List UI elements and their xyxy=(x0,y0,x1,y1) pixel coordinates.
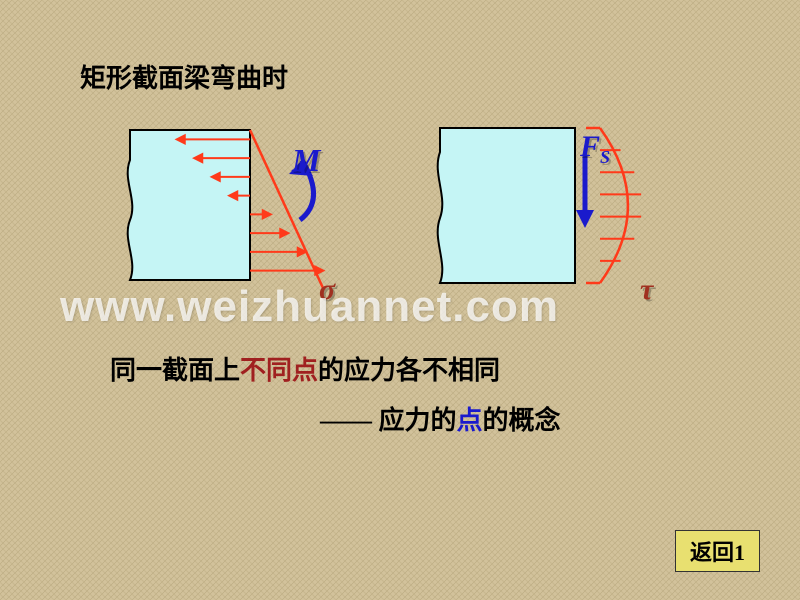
right-diagram xyxy=(0,0,800,320)
line2-highlight: 点 xyxy=(457,406,483,435)
line2-post: 的概念 xyxy=(483,406,561,435)
watermark-text: www.weizhuannet.com xyxy=(60,282,559,332)
back-button[interactable]: 返回1 xyxy=(675,530,760,572)
body-line-2: —— 应力的点的概念 xyxy=(320,400,561,437)
label-Fs-F: F xyxy=(580,130,600,163)
line1-post: 的应力各不相同 xyxy=(318,356,500,385)
line2-pre: 应力的 xyxy=(379,406,457,435)
body-line-1: 同一截面上不同点的应力各不相同 xyxy=(110,350,500,387)
label-tau: τ xyxy=(640,273,653,307)
line1-highlight: 不同点 xyxy=(240,356,318,385)
line1-pre: 同一截面上 xyxy=(110,356,240,385)
label-Fs: FS xyxy=(580,130,610,168)
line2-dash: —— xyxy=(320,406,379,435)
label-Fs-sub: S xyxy=(600,147,610,167)
